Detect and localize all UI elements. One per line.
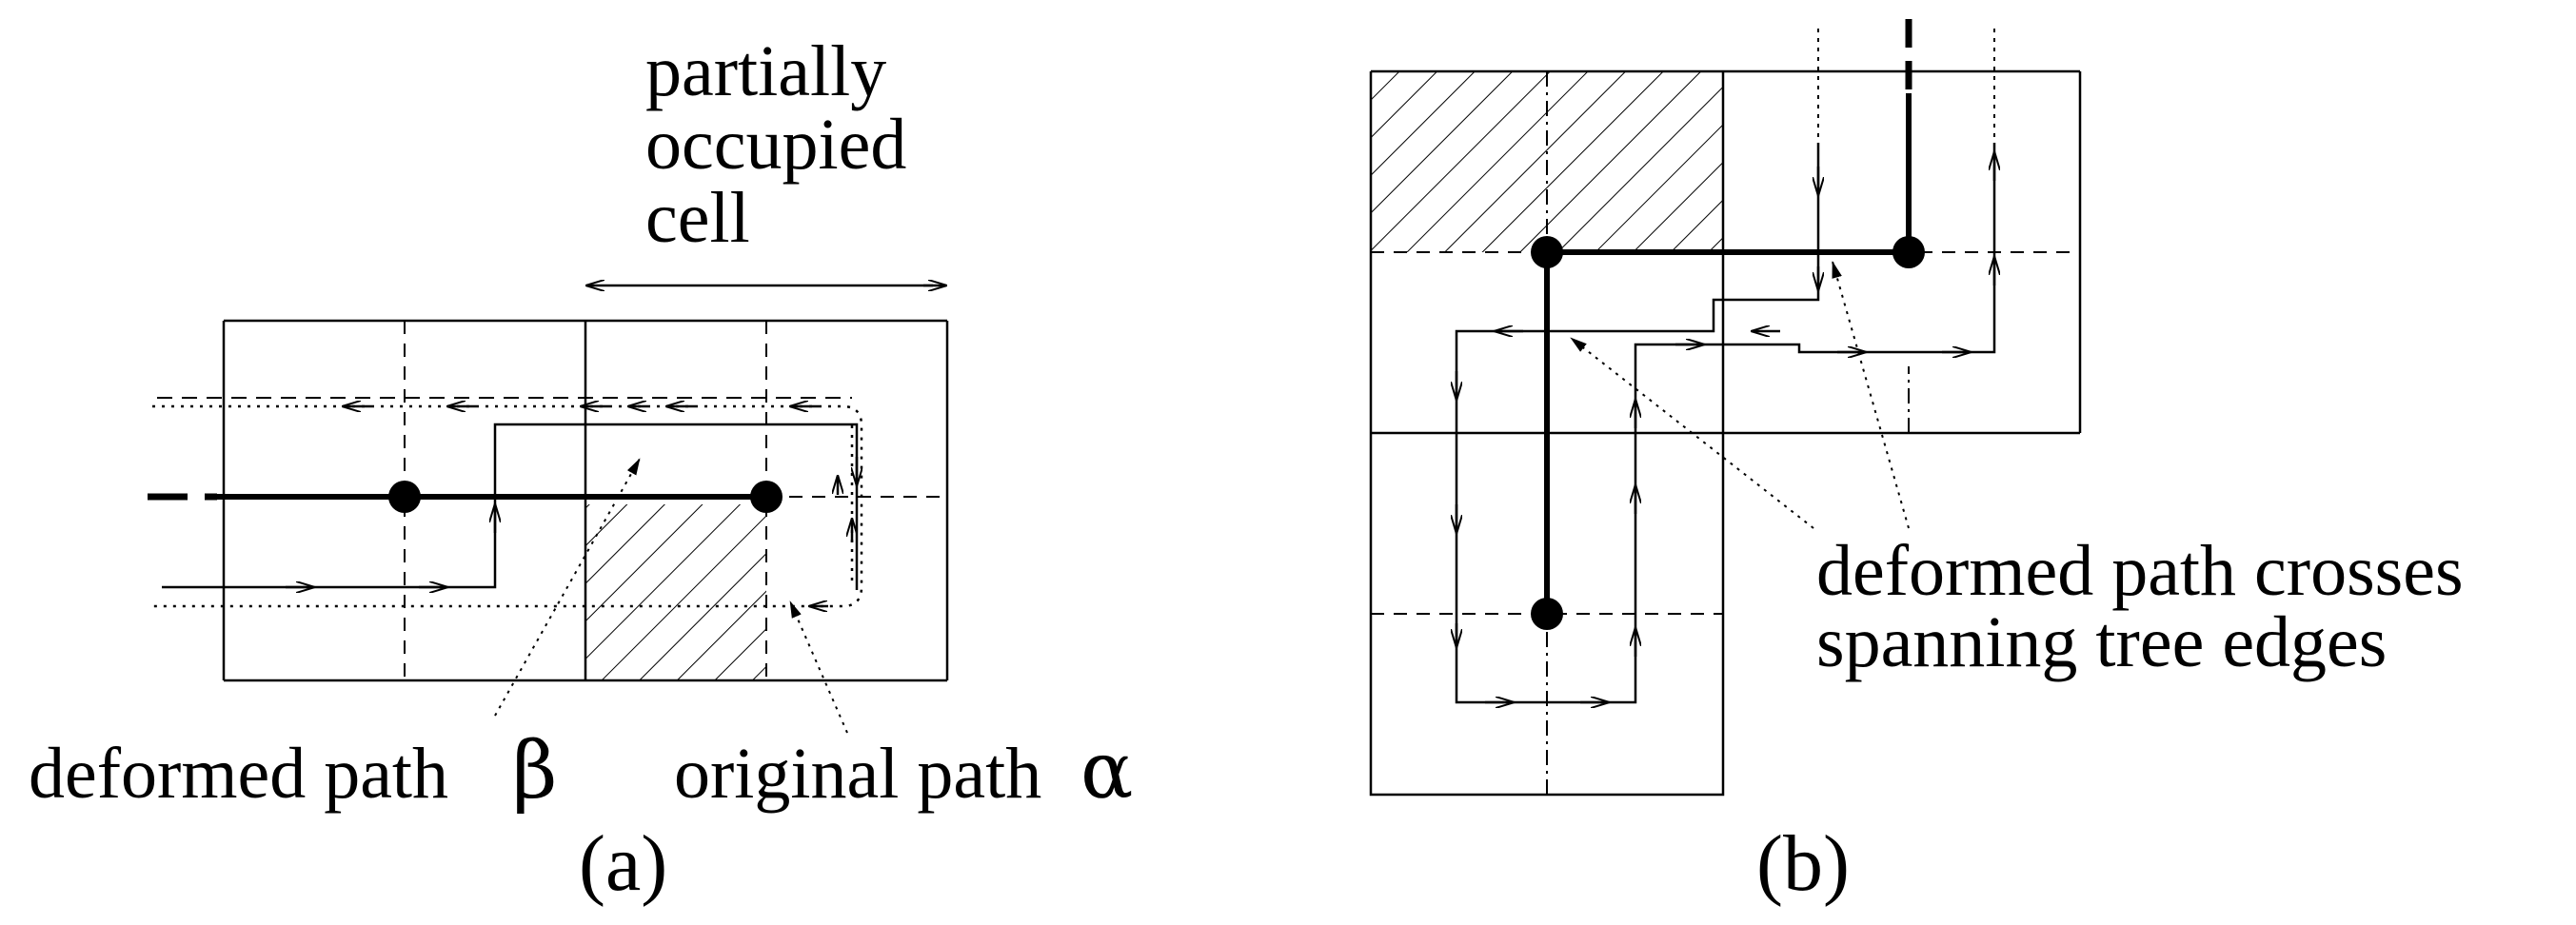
crossing-note-line-2: spanning tree edges <box>1816 602 2387 682</box>
tree-node-a-right <box>750 481 783 513</box>
flow-arrows-a <box>286 406 857 606</box>
leader-original-path <box>789 600 848 734</box>
panel-a: partially occupied cell deformed path β … <box>29 31 1133 908</box>
tree-edge-b <box>1544 93 1912 614</box>
original-path-symbol: α <box>1080 726 1133 817</box>
cell-label-line-1: partially <box>645 31 886 111</box>
grid-a <box>222 319 949 682</box>
leader-deformed-path <box>494 458 641 717</box>
tree-node-b-bottom <box>1531 598 1563 630</box>
grid-a-dashed <box>404 321 947 680</box>
leader-crossing-left <box>1570 337 1814 529</box>
deformed-path-label: deformed path <box>29 734 448 814</box>
original-path-alpha <box>152 404 863 608</box>
cell-label-line-3: cell <box>645 178 750 258</box>
cell-label-line-2: occupied <box>645 105 906 185</box>
original-path-label: original path <box>674 734 1041 814</box>
occupied-region-a <box>585 504 766 680</box>
crossing-note-line-1: deformed path crosses <box>1816 531 2464 611</box>
caption-a: (a) <box>579 819 667 908</box>
deformed-path-symbol: β <box>512 726 557 817</box>
tree-node-a-left <box>388 481 421 513</box>
tree-node-b-top-left <box>1531 236 1563 268</box>
deformed-path-b <box>1455 143 1996 704</box>
flow-arrows-b <box>1456 152 1994 702</box>
leader-crossing-right <box>1832 261 1910 529</box>
panel-b: deformed path crosses spanning tree edge… <box>1369 19 2464 908</box>
caption-b: (b) <box>1756 819 1850 908</box>
tree-node-b-top-right <box>1892 236 1925 268</box>
